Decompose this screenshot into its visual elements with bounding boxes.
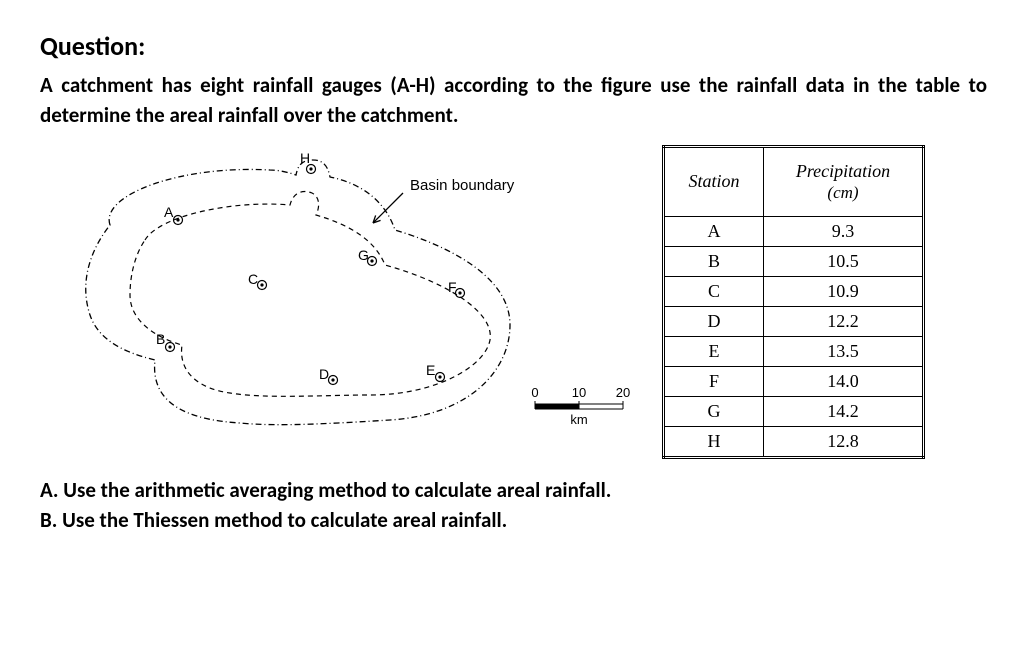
table-row: G14.2: [664, 396, 924, 426]
cell-value: 14.2: [764, 396, 924, 426]
table-row: F14.0: [664, 366, 924, 396]
precipitation-table: Station Precipitation (cm) A9.3B10.5C10.…: [662, 145, 925, 459]
cell-value: 12.8: [764, 426, 924, 457]
question-heading: Question:: [40, 30, 987, 62]
cell-station: H: [664, 426, 764, 457]
svg-text:D: D: [319, 366, 329, 382]
figure-and-table-row: Basin boundaryABCDEFGH01020km Station Pr…: [40, 145, 987, 459]
table-row: D12.2: [664, 306, 924, 336]
cell-station: D: [664, 306, 764, 336]
svg-text:km: km: [570, 412, 587, 427]
cell-value: 14.0: [764, 366, 924, 396]
table-row: H12.8: [664, 426, 924, 457]
cell-value: 10.5: [764, 246, 924, 276]
table-row: A9.3: [664, 216, 924, 246]
th-station: Station: [664, 146, 764, 216]
svg-text:10: 10: [572, 385, 586, 400]
cell-station: G: [664, 396, 764, 426]
part-b: B. Use the Thiessen method to calculate …: [40, 507, 987, 533]
cell-station: A: [664, 216, 764, 246]
svg-text:20: 20: [616, 385, 630, 400]
svg-text:G: G: [358, 247, 369, 263]
svg-text:F: F: [448, 279, 457, 295]
svg-text:C: C: [248, 271, 258, 287]
catchment-figure: Basin boundary A B C D E F G H 0 10 20 km: [40, 145, 640, 455]
question-prompt: A catchment has eight rainfall gauges (A…: [40, 70, 987, 131]
svg-text:H: H: [300, 150, 310, 166]
svg-text:A: A: [164, 204, 174, 220]
th-precip: Precipitation (cm): [764, 146, 924, 216]
cell-station: B: [664, 246, 764, 276]
cell-station: C: [664, 276, 764, 306]
cell-station: F: [664, 366, 764, 396]
part-a: A. Use the arithmetic averaging method t…: [40, 477, 987, 503]
cell-value: 12.2: [764, 306, 924, 336]
table-row: B10.5: [664, 246, 924, 276]
cell-value: 13.5: [764, 336, 924, 366]
cell-value: 9.3: [764, 216, 924, 246]
table-row: E13.5: [664, 336, 924, 366]
svg-text:B: B: [156, 331, 165, 347]
cell-station: E: [664, 336, 764, 366]
cell-value: 10.9: [764, 276, 924, 306]
svg-text:0: 0: [531, 385, 538, 400]
svg-text:E: E: [426, 362, 435, 378]
table-row: C10.9: [664, 276, 924, 306]
svg-text:Basin boundary: Basin boundary: [410, 177, 515, 194]
